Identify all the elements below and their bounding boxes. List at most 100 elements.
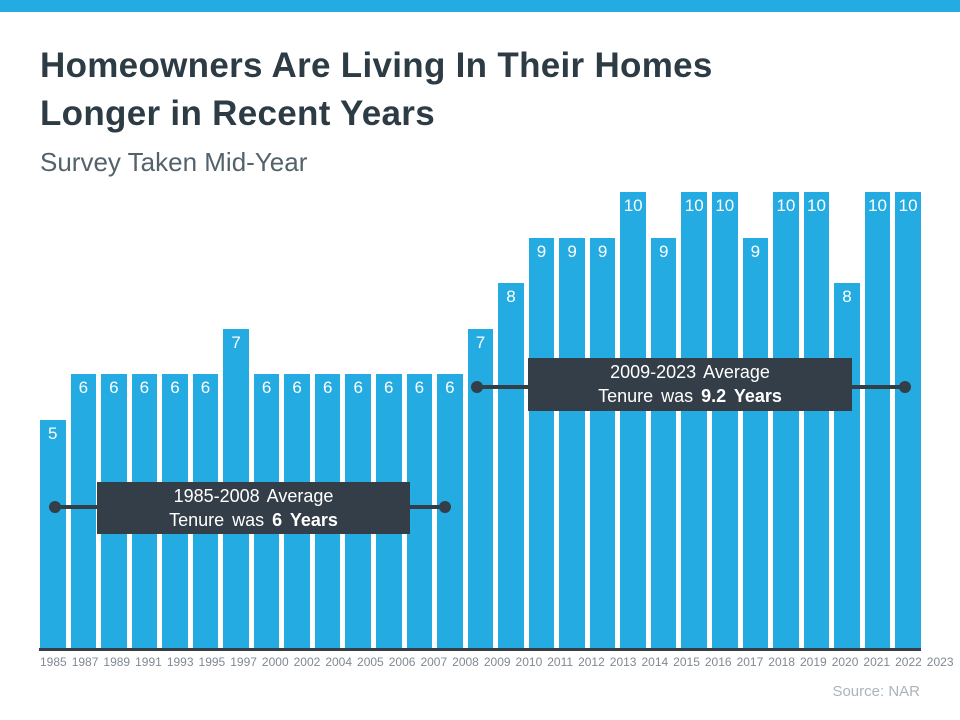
annotation-box-2009-2023: 2009-2023 Average Tenure was 9.2 Years xyxy=(528,358,852,411)
bar-value-label: 8 xyxy=(842,287,852,307)
x-axis-label: 2009 xyxy=(483,655,511,669)
annotation-text-line2: Tenure was 9.2 Years xyxy=(528,384,852,408)
x-axis-label: 2021 xyxy=(863,655,891,669)
bar-value-label: 6 xyxy=(170,378,180,398)
annotation-text-prefix: Tenure was xyxy=(598,386,702,406)
bar-value-label: 6 xyxy=(139,378,150,398)
x-axis-line xyxy=(39,648,921,651)
bar-value-label: 9 xyxy=(597,241,608,261)
bar-value-label: 6 xyxy=(445,378,455,398)
x-axis-labels: 1985 1987 1989 1991 1993 1995 1997 2000 2002 2004… xyxy=(40,655,954,669)
bar-1987: 6 xyxy=(70,374,97,648)
bar-value-label: 9 xyxy=(750,241,761,261)
bar-value-label: 10 xyxy=(684,196,704,215)
bar-2011: 9 xyxy=(528,237,555,648)
x-axis-label: 2017 xyxy=(736,655,764,669)
callout-dot-right xyxy=(439,501,451,513)
source-attribution: Source: NAR xyxy=(832,683,920,700)
x-axis-label: 2015 xyxy=(673,655,700,669)
callout-dot-left xyxy=(471,381,483,393)
annotation-text-line2: Tenure was 6 Years xyxy=(97,508,410,532)
x-axis-label: 2016 xyxy=(704,655,732,669)
bar-2023: 10 xyxy=(895,192,921,648)
bar-value-label: 9 xyxy=(658,241,669,261)
bar-2016: 10 xyxy=(681,192,708,648)
bar-value-label: 6 xyxy=(322,378,333,398)
bar-value-label: 10 xyxy=(868,196,887,215)
bar-2022: 10 xyxy=(864,192,891,648)
top-accent-bar xyxy=(0,0,960,12)
bar-value-label: 8 xyxy=(506,287,516,307)
page-subtitle: Survey Taken Mid-Year xyxy=(40,147,308,177)
x-axis-label: 1989 xyxy=(103,655,131,669)
x-axis-label: 1991 xyxy=(135,655,162,669)
x-axis-label: 2020 xyxy=(831,655,859,669)
x-axis-label: 2006 xyxy=(388,655,416,669)
annotation-text-line1: 2009-2023 Average xyxy=(610,362,770,382)
x-axis-label: 2018 xyxy=(768,655,795,669)
x-axis-label: 2005 xyxy=(357,655,384,669)
page-title-line2: Longer in Recent Years xyxy=(40,94,435,133)
bar-2018: 9 xyxy=(742,237,769,648)
annotation-text-bold: 6 Years xyxy=(272,510,338,530)
bar-value-label: 5 xyxy=(48,424,58,443)
x-axis-label: 2012 xyxy=(578,655,605,669)
x-axis-label: 1987 xyxy=(71,655,99,669)
annotation-text-line1: 1985-2008 Average xyxy=(173,486,334,506)
bar-2010: 8 xyxy=(498,283,524,648)
bar-value-label: 7 xyxy=(475,332,486,352)
bar-value-label: 6 xyxy=(353,378,363,398)
bar-2014: 10 xyxy=(620,192,646,648)
bar-value-label: 7 xyxy=(231,332,241,352)
bar-2021: 8 xyxy=(834,283,860,648)
x-axis-label: 2010 xyxy=(515,655,543,669)
bar-value-label: 10 xyxy=(806,196,826,215)
bar-2017: 10 xyxy=(712,192,738,648)
callout-dot-right xyxy=(899,381,911,393)
page-title: Homeowners Are Living In Their Homes Lon… xyxy=(40,42,920,138)
bar-value-label: 6 xyxy=(414,378,425,398)
annotation-text-bold: 9.2 Years xyxy=(701,386,782,406)
annotation-box-1985-2008: 1985-2008 Average Tenure was 6 Years xyxy=(97,482,410,534)
callout-dot-left xyxy=(49,501,61,513)
page-title-line1: Homeowners Are Living In Their Homes xyxy=(40,46,713,85)
bars-container: 5 6 6 6 6 6 7 6 6 6 6 6 6 6 7 8 9 9 9 10 9 10 10 9 10 10 8 10 10 xyxy=(40,192,921,648)
bar-value-label: 6 xyxy=(78,378,89,398)
bar-2007: 6 xyxy=(406,374,433,648)
bar-value-label: 10 xyxy=(623,196,643,215)
annotation-text-prefix: Tenure was xyxy=(169,510,273,530)
bar-2015: 9 xyxy=(650,237,677,648)
bar-value-label: 10 xyxy=(776,196,796,215)
bar-value-label: 10 xyxy=(898,196,918,215)
bar-2012: 9 xyxy=(559,237,585,648)
bar-value-label: 9 xyxy=(536,241,547,261)
bar-value-label: 9 xyxy=(567,241,577,261)
x-axis-label: 2023 xyxy=(926,655,954,669)
bar-value-label: 6 xyxy=(109,378,119,398)
x-axis-label: 2019 xyxy=(799,655,827,669)
x-axis-label: 2022 xyxy=(895,655,922,669)
x-axis-label: 2007 xyxy=(420,655,448,669)
bar-value-label: 6 xyxy=(384,378,394,398)
x-axis-label: 1995 xyxy=(198,655,226,669)
x-axis-label: 1985 xyxy=(40,655,67,669)
x-axis-label: 2013 xyxy=(609,655,637,669)
bar-1985: 5 xyxy=(40,420,66,648)
bar-value-label: 10 xyxy=(715,196,735,215)
x-axis-label: 2004 xyxy=(325,655,353,669)
x-axis-label: 1993 xyxy=(166,655,194,669)
bar-2013: 9 xyxy=(589,237,616,648)
bar-2009: 7 xyxy=(467,328,494,648)
x-axis-label: 2000 xyxy=(261,655,289,669)
x-axis-label: 1997 xyxy=(230,655,257,669)
x-axis-label: 2011 xyxy=(547,655,574,669)
x-axis-label: 2008 xyxy=(452,655,479,669)
x-axis-label: 2002 xyxy=(293,655,321,669)
bar-2019: 10 xyxy=(773,192,799,648)
bar-2020: 10 xyxy=(803,192,830,648)
x-axis-label: 2014 xyxy=(641,655,669,669)
bar-value-label: 6 xyxy=(292,378,302,398)
bar-value-label: 6 xyxy=(261,378,272,398)
bar-value-label: 6 xyxy=(200,378,211,398)
